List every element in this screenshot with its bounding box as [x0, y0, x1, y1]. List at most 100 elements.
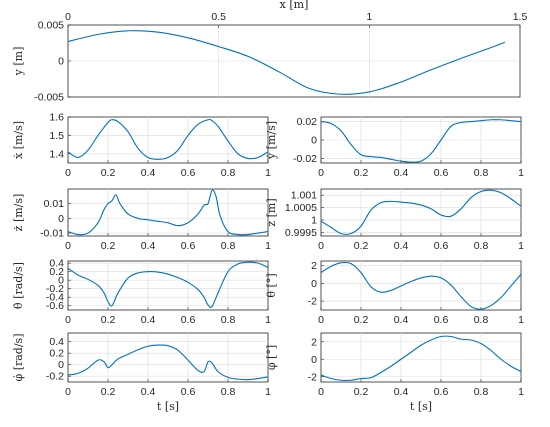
y-tick-label: 0.4: [49, 258, 64, 270]
x-tick-label: 0: [65, 240, 71, 252]
x-tick-label: 0.4: [141, 240, 156, 252]
y-tick-label: -0.4: [46, 292, 64, 304]
series-line-ydot: [321, 119, 521, 163]
series-line-phi: [321, 335, 521, 382]
y-axis-label: θ [°]: [265, 273, 278, 297]
y-tick-label: 0.9995: [285, 227, 317, 239]
y-axis-label: y [m]: [12, 47, 25, 77]
x-tick-label: 0.2: [354, 240, 369, 252]
y-axis-label: ẏ [m/s]: [265, 121, 278, 160]
y-tick-label: 0: [58, 359, 64, 371]
x-tick-label: 0.2: [101, 167, 116, 179]
y-tick-label: 0: [58, 213, 64, 225]
x-tick-label: 0: [65, 167, 71, 179]
series-line-thetadot: [68, 261, 268, 308]
y-tick-label: 1.5: [49, 130, 64, 142]
x-tick-label: 0.8: [474, 386, 489, 398]
y-tick-label: -0.01: [40, 228, 64, 240]
y-tick-label: -0.02: [293, 153, 317, 165]
y-tick-label: -0.2: [46, 371, 64, 383]
x-tick-label: 0.6: [434, 314, 449, 326]
x-tick-label: 0.8: [221, 240, 236, 252]
y-tick-label: -0.2: [46, 283, 64, 295]
y-tick-label: 1.4: [49, 148, 64, 160]
x-tick-label: 0.8: [474, 314, 489, 326]
x-tick-label: 1: [518, 386, 524, 398]
series-line-theta: [321, 261, 521, 310]
x-tick-label: 0.4: [394, 167, 409, 179]
x-tick-label: 0.4: [141, 386, 156, 398]
x-tick-label: 1: [265, 314, 271, 326]
x-tick-label: 1: [265, 167, 271, 179]
x-tick-label: 0.2: [354, 314, 369, 326]
x-axis-label: t [s]: [157, 400, 179, 413]
y-tick-label: 2: [311, 336, 317, 348]
x-axis-label: x [m]: [280, 0, 309, 11]
y-tick-label: 1: [311, 214, 317, 226]
x-tick-label: 0.6: [181, 386, 196, 398]
x-tick-label: 0.2: [354, 386, 369, 398]
x-tick-label: 0.4: [394, 314, 409, 326]
x-tick-label: 1: [265, 386, 271, 398]
x-tick-label: 0: [318, 167, 324, 179]
x-tick-label: 0.4: [394, 240, 409, 252]
y-axis-label: ẋ [m/s]: [12, 121, 25, 159]
axes-frame: [67, 260, 269, 311]
y-tick-label: -0.005: [34, 92, 64, 104]
axes-frame: [67, 116, 269, 164]
y-tick-label: -2: [308, 296, 317, 308]
y-tick-label: 0.4: [49, 336, 64, 348]
x-tick-label: 1.5: [513, 11, 528, 23]
y-tick-label: 1.001: [291, 190, 317, 202]
x-tick-label: 0: [318, 240, 324, 252]
y-axis-label: θ̇ [rad/s]: [12, 262, 25, 309]
y-tick-label: 0: [311, 135, 317, 147]
axes-frame: [67, 332, 269, 383]
x-tick-label: 0.6: [181, 167, 196, 179]
series-line-y: [68, 30, 506, 95]
x-tick-label: 0.5: [211, 11, 226, 23]
x-tick-label: 0.2: [101, 314, 116, 326]
series-line-xdot: [68, 118, 268, 160]
series-line-phidot: [68, 344, 268, 381]
x-tick-label: 0.8: [221, 167, 236, 179]
x-axis-label: t [s]: [410, 400, 432, 413]
y-axis-label: z [m]: [265, 198, 278, 226]
x-tick-label: 0.4: [394, 386, 409, 398]
x-tick-label: 0: [65, 386, 71, 398]
x-tick-label: 0.4: [141, 314, 156, 326]
axes-frame: [320, 260, 522, 311]
y-tick-label: 0.2: [49, 348, 64, 360]
y-tick-label: 0: [58, 56, 64, 68]
x-tick-label: 0.8: [474, 240, 489, 252]
x-tick-label: 0.2: [101, 386, 116, 398]
axes-frame: [67, 188, 269, 237]
y-axis-label: φ [°]: [265, 345, 278, 370]
y-tick-label: 2: [311, 260, 317, 272]
x-tick-label: 0.8: [221, 386, 236, 398]
x-tick-label: 0.6: [434, 240, 449, 252]
y-axis-label: ż [m/s]: [12, 194, 25, 232]
panel-thetadot: 0 0.2 0.4 0.6 0.8 1-0.6-0.4-0.200.20.4θ̇ [rad…: [12, 258, 271, 326]
x-tick-label: 0.8: [221, 314, 236, 326]
x-tick-label: 0: [318, 386, 324, 398]
x-tick-label: 0.6: [181, 240, 196, 252]
y-axis-label: φ̇ [rad/s]: [12, 334, 25, 382]
panel-xdot: 0 0.2 0.4 0.6 0.8 1 1.4 1.5 1.6 ẋ [m/s]: [12, 112, 271, 180]
x-tick-label: 0.6: [434, 386, 449, 398]
x-tick-label: 0.4: [141, 167, 156, 179]
x-tick-label: 1: [366, 11, 372, 23]
y-tick-label: 0.005: [38, 20, 64, 32]
series-line-z: [321, 189, 521, 235]
panel-phidot: 0 0.2 0.4 0.6 0.8 1-0.200.20.4φ̇ [rad/s]t [s]: [12, 332, 271, 413]
x-tick-label: 1: [518, 167, 524, 179]
x-tick-label: 0: [65, 314, 71, 326]
y-tick-label: 0.01: [44, 198, 65, 210]
y-tick-label: 1.0005: [285, 202, 317, 214]
y-tick-label: 0: [311, 354, 317, 366]
